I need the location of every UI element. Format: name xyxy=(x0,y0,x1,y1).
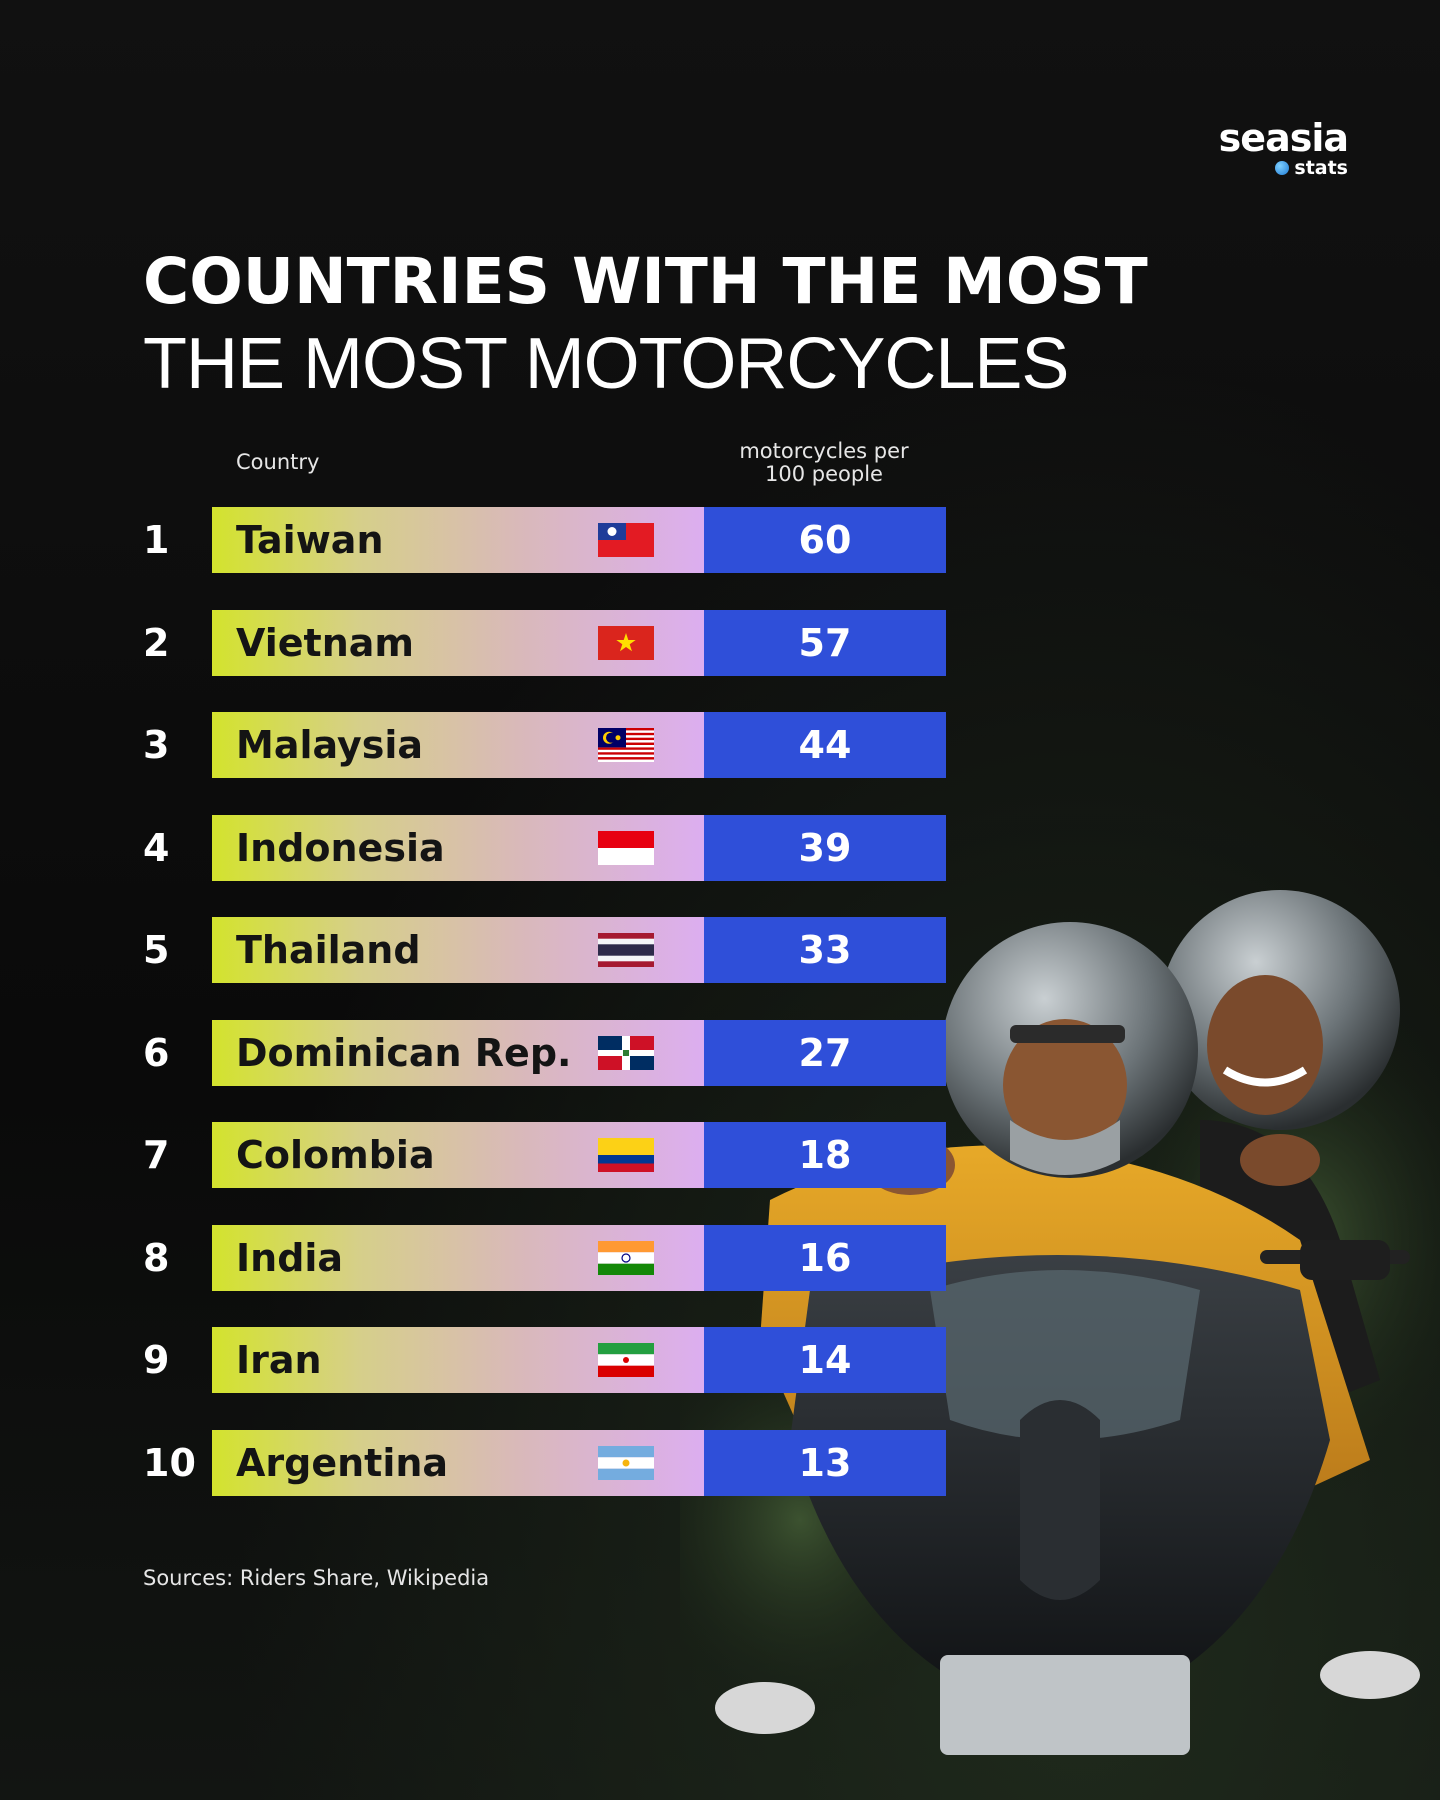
table-row: 2 Vietnam 57 xyxy=(0,609,950,676)
brand-sub: stats xyxy=(1275,158,1348,178)
taiwan-flag-icon xyxy=(598,523,654,557)
country-bar: Thailand xyxy=(212,917,704,983)
country-name: Malaysia xyxy=(236,723,424,767)
rank-label: 8 xyxy=(143,1235,170,1280)
country-name: India xyxy=(236,1235,344,1280)
value-cell: 44 xyxy=(704,712,946,778)
indonesia-flag-icon xyxy=(598,830,654,865)
dominican-republic-flag-icon xyxy=(598,1035,654,1070)
column-header-country: Country xyxy=(236,450,320,474)
table-row: 7 Colombia 18 xyxy=(0,1122,950,1188)
country-bar: Malaysia xyxy=(212,712,704,778)
globe-icon xyxy=(1275,161,1290,175)
country-bar: Colombia xyxy=(212,1122,704,1188)
country-bar: Indonesia xyxy=(212,814,704,881)
iran-flag-icon xyxy=(598,1343,654,1377)
thailand-flag-icon xyxy=(598,933,654,967)
country-name: Argentina xyxy=(236,1440,449,1485)
country-name: Vietnam xyxy=(236,620,414,665)
table-row: 4 Indonesia 39 xyxy=(0,814,950,881)
table-row: 5 Thailand 33 xyxy=(0,917,950,983)
country-bar: Dominican Rep. xyxy=(212,1019,704,1086)
argentina-flag-icon xyxy=(598,1445,654,1480)
table-row: 8 India 16 xyxy=(0,1224,950,1291)
column-header-value-line2: 100 people xyxy=(765,462,883,486)
value-cell: 39 xyxy=(704,814,946,881)
country-bar: Iran xyxy=(212,1327,704,1393)
rank-label: 1 xyxy=(143,518,170,562)
rank-label: 10 xyxy=(143,1440,196,1485)
value-cell: 27 xyxy=(704,1019,946,1086)
india-flag-icon xyxy=(598,1240,654,1275)
source-note: Sources: Riders Share, Wikipedia xyxy=(143,1566,490,1590)
country-name: Dominican Rep. xyxy=(236,1030,572,1075)
value-cell: 60 xyxy=(704,507,946,573)
value-cell: 16 xyxy=(704,1224,946,1291)
malaysia-flag-icon xyxy=(598,728,654,762)
rank-label: 3 xyxy=(143,723,170,767)
table-row: 9 Iran 14 xyxy=(0,1327,950,1393)
rank-label: 9 xyxy=(143,1338,170,1382)
value-cell: 18 xyxy=(704,1122,946,1188)
country-bar: India xyxy=(212,1224,704,1291)
rank-label: 5 xyxy=(143,928,170,972)
brand-sub-label: stats xyxy=(1294,157,1348,179)
country-name: Colombia xyxy=(236,1133,435,1177)
country-bar: Argentina xyxy=(212,1429,704,1496)
brand-logo: seasia stats xyxy=(1218,116,1349,179)
title-line-2: THE MOST MOTORCYCLES xyxy=(143,324,1069,404)
value-cell: 14 xyxy=(704,1327,946,1393)
table-row: 3 Malaysia 44 xyxy=(0,712,950,778)
value-cell: 57 xyxy=(704,609,946,676)
column-header-value-line1: motorcycles per xyxy=(739,439,909,463)
country-bar: Taiwan xyxy=(212,507,704,573)
table-row: 1 Taiwan 60 xyxy=(0,507,950,573)
title-line-1: COUNTRIES WITH THE MOST xyxy=(143,245,1148,318)
rank-label: 2 xyxy=(143,620,170,665)
country-bar: Vietnam xyxy=(212,609,704,676)
value-cell: 13 xyxy=(704,1429,946,1496)
column-header-value: motorcycles per 100 people xyxy=(704,440,944,486)
colombia-flag-icon xyxy=(598,1138,654,1172)
table-row: 10 Argentina 13 xyxy=(0,1429,950,1496)
country-name: Iran xyxy=(236,1338,322,1382)
country-name: Thailand xyxy=(236,928,421,972)
country-name: Taiwan xyxy=(236,518,384,562)
rank-label: 7 xyxy=(143,1133,170,1177)
brand-name: seasia xyxy=(1218,116,1349,160)
country-name: Indonesia xyxy=(236,825,445,870)
rank-label: 4 xyxy=(143,825,170,870)
table-row: 6 Dominican Rep. 27 xyxy=(0,1019,950,1086)
value-cell: 33 xyxy=(704,917,946,983)
vietnam-flag-icon xyxy=(598,625,654,660)
rank-label: 6 xyxy=(143,1030,170,1075)
